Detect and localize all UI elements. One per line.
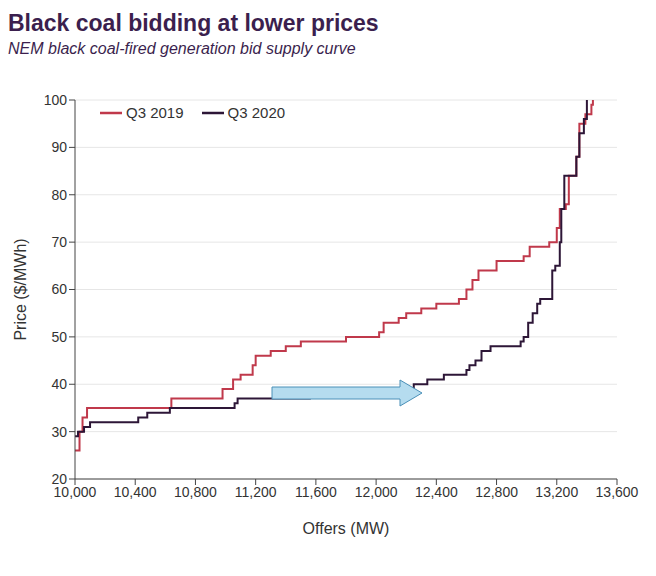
svg-text:11,600: 11,600 — [295, 484, 337, 500]
svg-text:40: 40 — [51, 376, 67, 392]
svg-text:10,800: 10,800 — [174, 484, 217, 500]
svg-text:60: 60 — [51, 281, 67, 297]
svg-text:10,000: 10,000 — [53, 483, 97, 500]
svg-text:11,200: 11,200 — [235, 484, 277, 500]
svg-text:20: 20 — [51, 471, 67, 487]
html-text:Q3 2020: Q3 2020 — [227, 104, 286, 121]
svg-text:Price ($/MWh): Price ($/MWh) — [12, 238, 29, 340]
svg-text:70: 70 — [51, 234, 67, 250]
svg-text:12,800: 12,800 — [475, 484, 518, 500]
svg-text:Offers (MW): Offers (MW) — [303, 520, 390, 537]
svg-text:10,400: 10,400 — [114, 484, 157, 500]
svg-text:50: 50 — [51, 329, 67, 345]
svg-text:30: 30 — [51, 424, 67, 440]
html-text:NEM black coal-fired generatio: NEM black coal-fired generation bid supp… — [8, 40, 356, 57]
svg-text:13,200: 13,200 — [535, 484, 578, 500]
svg-text:80: 80 — [51, 187, 67, 203]
html-text:Q3 2019: Q3 2019 — [126, 104, 184, 121]
svg-text:100: 100 — [44, 92, 68, 108]
svg-text:13,600: 13,600 — [596, 484, 639, 500]
svg-text:90: 90 — [51, 139, 67, 155]
svg-text:12,000: 12,000 — [355, 484, 398, 500]
html-text:Black coal bidding at lower pr: Black coal bidding at lower prices — [8, 10, 379, 36]
svg-text:12,400: 12,400 — [415, 484, 458, 500]
